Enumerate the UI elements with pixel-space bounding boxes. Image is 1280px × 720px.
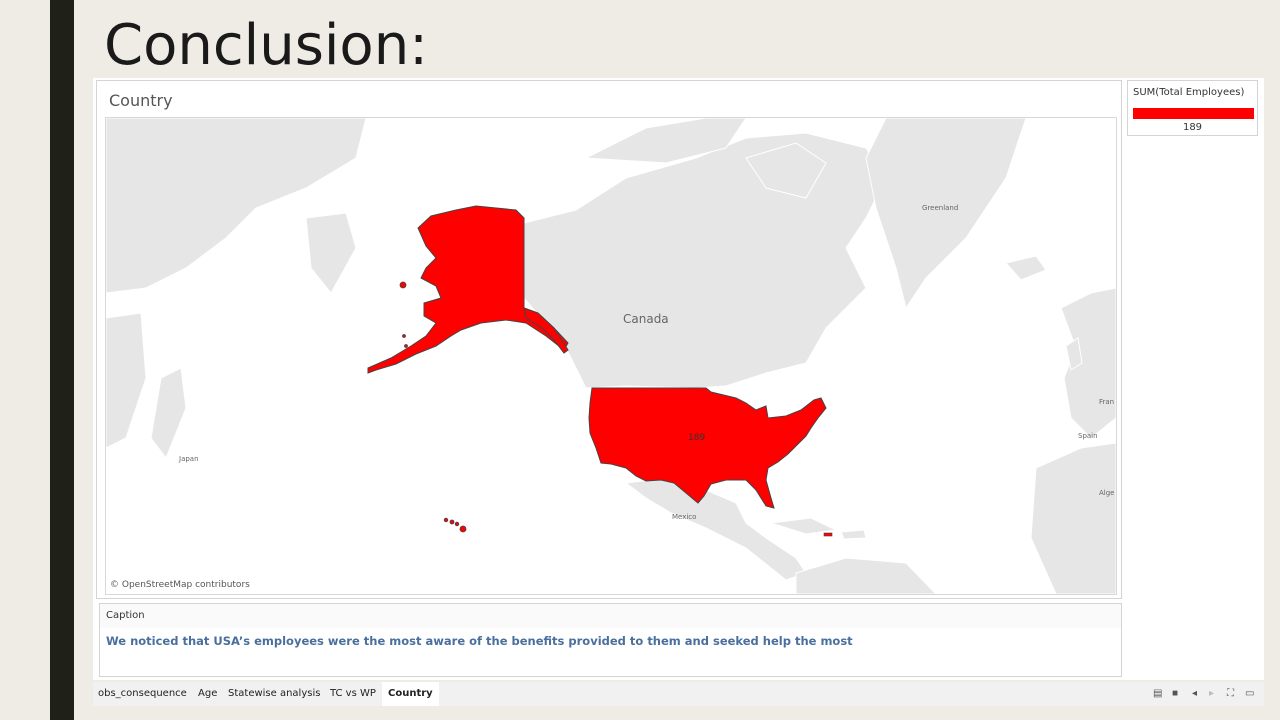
- caption-label: Caption: [106, 610, 145, 621]
- aleutian-island: [402, 334, 406, 338]
- canada-shape[interactable]: [523, 132, 887, 389]
- asia-coast-shape: [106, 312, 147, 449]
- arctic-islands-shape: [745, 142, 827, 199]
- country-sheet: Country: [96, 80, 1122, 599]
- map-attribution[interactable]: © OpenStreetMap contributors: [110, 580, 250, 590]
- caption-header: Caption: [100, 604, 1121, 628]
- usa-value-label: 189: [688, 433, 705, 443]
- hawaii-island: [443, 517, 449, 523]
- map-label-canada: Canada: [623, 312, 669, 326]
- aleutian-island: [399, 281, 407, 289]
- alaska-panhandle-shape[interactable]: [523, 307, 569, 354]
- map-label-spain: Spain: [1078, 432, 1098, 440]
- puerto-rico-shape: [823, 532, 833, 537]
- presentation-icon[interactable]: ▭: [1245, 688, 1255, 699]
- tab-tc-vs-wp[interactable]: TC vs WP: [330, 688, 376, 699]
- caption-panel: Caption We noticed that USA’s employees …: [99, 603, 1122, 677]
- map-label-algeria: Alge: [1099, 489, 1114, 497]
- hawaii-island: [454, 521, 460, 527]
- caption-text: We noticed that USA’s employees were the…: [106, 634, 853, 648]
- hawaii-island: [449, 519, 455, 525]
- kamchatka-shape: [305, 212, 357, 294]
- hispaniola-shape: [840, 529, 867, 540]
- tab-country[interactable]: Country: [382, 682, 439, 706]
- russia-shape: [106, 118, 367, 294]
- grid-view-icon[interactable]: ▤: [1153, 688, 1163, 699]
- next-sheet-icon[interactable]: ▸: [1209, 688, 1215, 699]
- dashboard: Country: [93, 78, 1264, 680]
- iceland-shape: [1005, 255, 1047, 281]
- previous-sheet-icon[interactable]: ◂: [1192, 688, 1198, 699]
- legend-title: SUM(Total Employees): [1133, 87, 1245, 98]
- hawaii-island: [459, 525, 467, 533]
- cuba-shape: [770, 517, 838, 535]
- map-canvas[interactable]: Canada Greenland Japan Mexico Spain Fran…: [106, 118, 1116, 594]
- japan-shape: [150, 367, 187, 460]
- map-label-mexico: Mexico: [672, 513, 696, 521]
- south-america-shape: [795, 557, 937, 594]
- aleutian-island: [404, 344, 408, 348]
- uk-shape: [1065, 337, 1083, 371]
- tab-obs-consequence[interactable]: obs_consequence: [98, 688, 187, 699]
- africa-shape: [1030, 442, 1116, 594]
- greenland-shape: [865, 118, 1027, 310]
- world-map[interactable]: Canada Greenland Japan Mexico Spain Fran…: [105, 117, 1117, 595]
- tab-age[interactable]: Age: [198, 688, 218, 699]
- map-label-greenland: Greenland: [922, 204, 958, 212]
- map-label-japan: Japan: [178, 455, 199, 463]
- single-view-icon[interactable]: ■: [1172, 688, 1179, 699]
- fullscreen-icon[interactable]: ⛶: [1227, 688, 1234, 699]
- tab-statewise-analysis[interactable]: Statewise analysis: [228, 688, 321, 699]
- map-label-france: Fran: [1099, 398, 1114, 406]
- usa-shape[interactable]: [588, 387, 827, 509]
- arctic-islands-shape: [584, 118, 747, 164]
- mexico-shape: [624, 477, 807, 581]
- sheet-tab-bar: obs_consequence Age Statewise analysis T…: [93, 682, 1264, 706]
- sheet-title: Country: [109, 91, 173, 110]
- slide-accent-bar: [50, 0, 74, 720]
- color-legend: SUM(Total Employees) 189: [1127, 80, 1258, 136]
- slide-title: Conclusion:: [104, 13, 429, 78]
- legend-color-bar: [1133, 108, 1254, 119]
- legend-value: 189: [1182, 122, 1203, 133]
